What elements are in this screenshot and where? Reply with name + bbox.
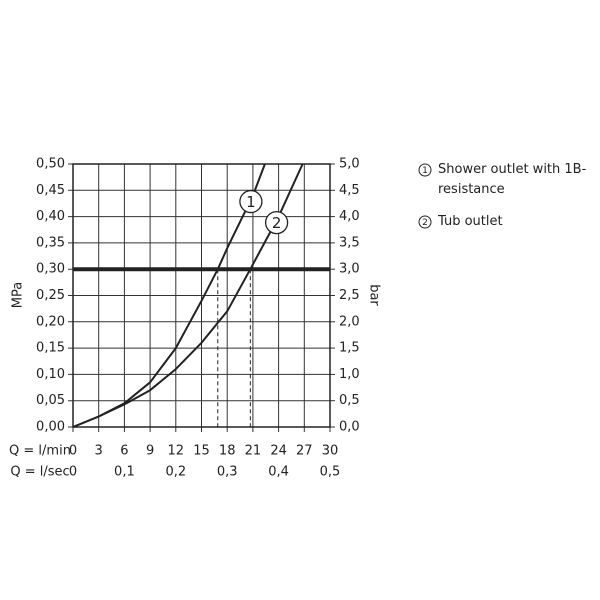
x-tick-label: 24 (270, 444, 287, 459)
legend-item: 1 Shower outlet with 1B-resistance (418, 160, 598, 200)
y2-tick-label: 4,0 (339, 209, 360, 224)
y-tick-label: 0,20 (36, 314, 65, 329)
y-tick-label: 0,30 (36, 262, 65, 277)
y2-tick-label: 1,0 (339, 367, 360, 382)
x-tick-label: 3 (95, 444, 103, 459)
y2-tick-label: 0,5 (339, 393, 360, 408)
x2-tick-label: 0,1 (114, 465, 135, 480)
x-tick-label: 18 (219, 444, 236, 459)
y2-tick-label: 1,5 (339, 341, 360, 356)
y-tick-label: 0,40 (36, 209, 65, 224)
x-tick-label: 21 (245, 444, 262, 459)
x2-axis-label: Q = l/sec (10, 465, 69, 480)
x-tick-label: 12 (168, 444, 185, 459)
x2-tick-label: 0,2 (165, 465, 186, 480)
legend-circle (418, 215, 432, 229)
y2-tick-label: 0,0 (339, 420, 360, 435)
y-tick-label: 0,10 (36, 367, 65, 382)
legend-number: 1 (422, 166, 428, 176)
curve-marker-label: 2 (272, 214, 282, 232)
legend-icon: 2 (418, 215, 432, 229)
x-tick-label: 9 (146, 444, 154, 459)
legend-number: 2 (422, 218, 428, 228)
x2-tick-label: 0,3 (217, 465, 238, 480)
y2-tick-label: 4,5 (339, 183, 360, 198)
curve-marker (264, 210, 289, 235)
y-tick-label: 0,35 (36, 235, 65, 250)
x-tick-label: 6 (120, 444, 128, 459)
plot-frame (72, 163, 331, 428)
y-tick-label: 0,15 (36, 341, 65, 356)
legend-circle (418, 163, 432, 177)
y-axis-label: MPa (11, 282, 26, 308)
x-axis-label: Q = l/min (9, 444, 71, 459)
y2-tick-label: 3,5 (339, 235, 360, 250)
x-tick-label: 15 (193, 444, 210, 459)
legend-label: Tub outlet (438, 214, 503, 229)
legend-item: 2 Tub outlet (418, 212, 598, 232)
curve-marker-label: 1 (246, 193, 256, 211)
y2-axis-label: bar (367, 284, 382, 306)
x-tick-label: 0 (69, 444, 77, 459)
x2-tick-label: 0,5 (320, 465, 341, 480)
legend: 1 Shower outlet with 1B-resistance 2 Tub ou… (418, 160, 598, 244)
y2-tick-label: 2,5 (339, 288, 360, 303)
legend-icon: 1 (418, 163, 432, 177)
y-tick-label: 0,00 (36, 420, 65, 435)
y-tick-label: 0,05 (36, 393, 65, 408)
legend-label: Shower outlet with 1B-resistance (438, 162, 587, 197)
y2-tick-label: 3,0 (339, 262, 360, 277)
y-tick-label: 0,50 (36, 157, 65, 172)
y-tick-label: 0,45 (36, 183, 65, 198)
series-line (72, 163, 304, 428)
x-tick-label: 27 (296, 444, 313, 459)
x2-tick-label: 0 (69, 465, 77, 480)
y-tick-label: 0,25 (36, 288, 65, 303)
x-tick-label: 30 (322, 444, 339, 459)
y2-tick-label: 2,0 (339, 314, 360, 329)
x2-tick-label: 0,4 (268, 465, 289, 480)
curve-marker (239, 189, 263, 214)
y2-tick-label: 5,0 (339, 157, 360, 172)
